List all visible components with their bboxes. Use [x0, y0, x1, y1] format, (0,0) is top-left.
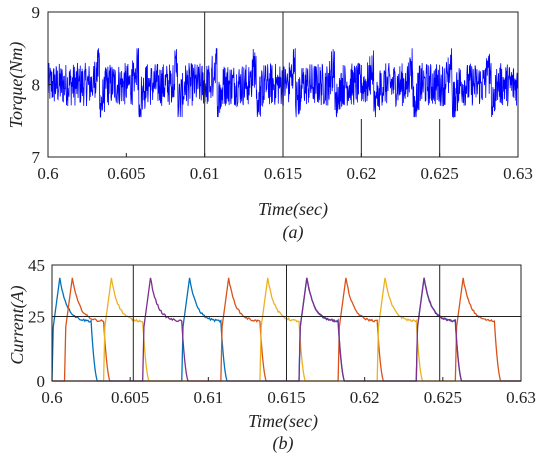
y-tick-label: 25 — [28, 308, 45, 327]
y-tick-label: 45 — [28, 256, 45, 275]
x-tick-label: 0.62 — [350, 388, 380, 407]
y-tick-label: 7 — [32, 148, 41, 167]
x-tick-label: 0.605 — [111, 388, 149, 407]
x-tick-label: 0.6 — [41, 388, 62, 407]
current-phase-4-line — [52, 277, 521, 382]
x-tick-label: 0.61 — [190, 164, 220, 183]
y-tick-label: 8 — [32, 76, 41, 95]
x-tick-label: 0.625 — [421, 164, 459, 183]
x-tick-label: 0.615 — [264, 164, 302, 183]
x-tick-label: 0.61 — [193, 388, 223, 407]
panel-b: 0.6 0.605 0.61 0.615 0.62 0.625 0.63 0 25 45 Cur… — [7, 256, 536, 454]
panel-a-ylabel: Torque(Nm) — [6, 42, 27, 129]
panel-b-xlabel: Time(sec) — [248, 411, 318, 432]
panel-a: 0.6 0.605 0.61 0.615 0.62 0.625 0.63 7 8 9 Torqu… — [6, 3, 533, 243]
x-tick-label: 0.615 — [267, 388, 305, 407]
y-tick-label: 9 — [32, 3, 41, 22]
panel-a-caption: (a) — [283, 222, 304, 243]
panel-b-y-ticks: 0 25 45 — [28, 256, 56, 391]
panel-b-markers — [52, 265, 521, 381]
panel-a-xlabel: Time(sec) — [258, 199, 328, 220]
x-tick-label: 0.605 — [107, 164, 145, 183]
x-tick-label: 0.62 — [346, 164, 376, 183]
x-tick-label: 0.625 — [424, 388, 462, 407]
panel-a-y-ticks: 7 8 9 — [32, 3, 52, 167]
panel-a-x-ticks: 0.6 0.605 0.61 0.615 0.62 0.625 0.63 — [37, 153, 533, 183]
x-tick-label: 0.63 — [506, 388, 536, 407]
current-phase-3-line — [52, 277, 521, 382]
panel-a-markers — [204, 12, 441, 157]
panel-b-caption: (b) — [273, 433, 294, 454]
panel-b-x-ticks: 0.6 0.605 0.61 0.615 0.62 0.625 0.63 — [41, 377, 536, 407]
x-tick-label: 0.6 — [37, 164, 58, 183]
x-tick-label: 0.63 — [503, 164, 533, 183]
y-tick-label: 0 — [37, 372, 46, 391]
panel-b-ylabel: Current(A) — [7, 285, 28, 364]
